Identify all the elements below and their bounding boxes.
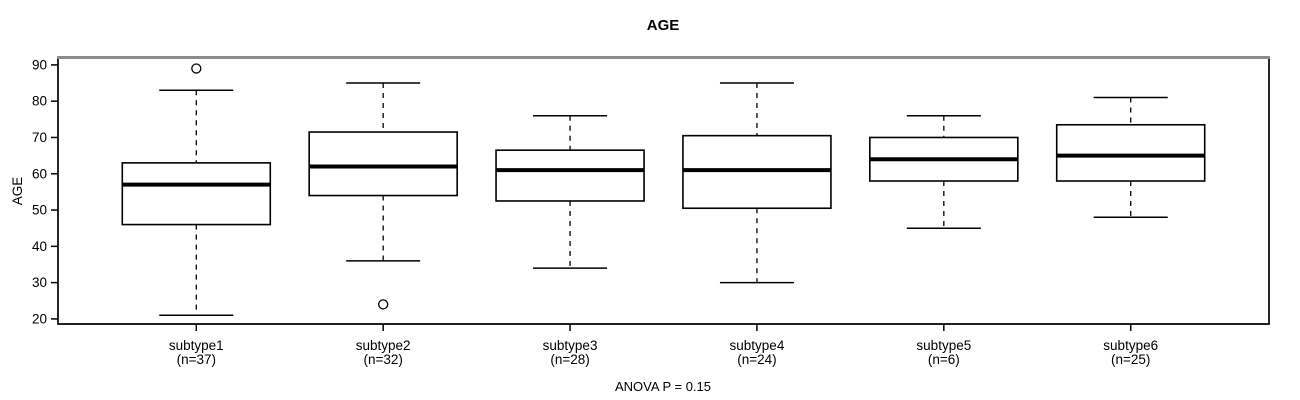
y-tick-label: 80 (32, 94, 47, 109)
plot-frame (57, 58, 1270, 325)
anova-annotation: ANOVA P = 0.15 (615, 379, 711, 394)
group-sublabel-subtype3: (n=28) (550, 352, 589, 367)
group-label-subtype5: subtype5 (916, 338, 971, 353)
box-subtype2 (308, 131, 458, 197)
outlier-subtype1 (191, 63, 202, 74)
chart-title: AGE (647, 17, 680, 34)
y-tick-label: 40 (32, 239, 47, 254)
group-label-subtype1: subtype1 (169, 338, 224, 353)
group-label-subtype4: subtype4 (730, 338, 785, 353)
box-subtype6 (1055, 123, 1206, 182)
group-sublabel-subtype1: (n=37) (177, 352, 216, 367)
y-tick-label: 20 (32, 311, 47, 326)
y-tick-label: 90 (32, 57, 47, 72)
plot-area: 2030405060708090subtype1(n=37)subtype2(n… (32, 56, 1270, 367)
group-sublabel-subtype5: (n=6) (928, 352, 960, 367)
group-sublabel-subtype2: (n=32) (363, 352, 402, 367)
y-tick-label: 60 (32, 166, 47, 181)
y-tick-label: 30 (32, 275, 47, 290)
y-axis-title: AGE (10, 177, 25, 206)
group-sublabel-subtype6: (n=25) (1111, 352, 1150, 367)
outlier-subtype2 (378, 299, 389, 310)
group-sublabel-subtype4: (n=24) (737, 352, 776, 367)
group-label-subtype6: subtype6 (1103, 338, 1158, 353)
box-subtype3 (495, 149, 645, 202)
y-tick-label: 70 (32, 130, 47, 145)
group-label-subtype2: subtype2 (356, 338, 411, 353)
box-subtype1 (121, 162, 272, 226)
group-label-subtype3: subtype3 (543, 338, 598, 353)
y-tick-label: 50 (32, 203, 47, 218)
